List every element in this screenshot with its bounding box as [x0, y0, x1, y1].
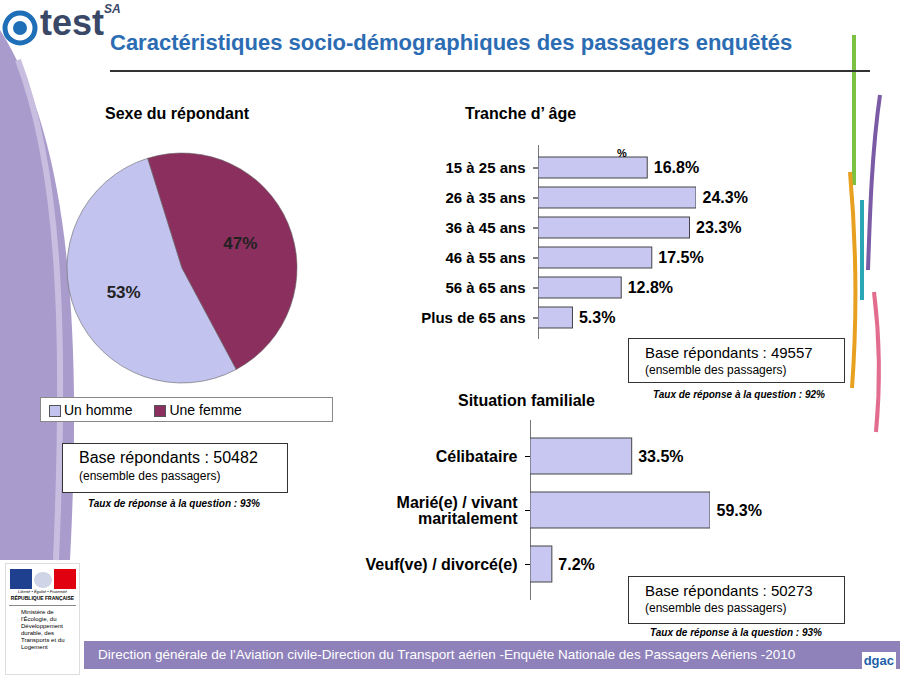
svg-text:12.8%: 12.8%	[628, 279, 673, 296]
svg-text:56 à 65 ans: 56 à 65 ans	[445, 279, 525, 296]
svg-text:59.3%: 59.3%	[717, 502, 762, 519]
svg-text:17.5%: 17.5%	[658, 249, 703, 266]
html-text:Liberté • Égalité • Fraternité: Liberté • Égalité • Fraternité	[18, 589, 67, 594]
svg-text:16.8%: 16.8%	[654, 159, 699, 176]
svg-text:26 à 35 ans: 26 à 35 ans	[445, 189, 525, 206]
svg-text:47%: 47%	[223, 234, 257, 253]
svg-text:36 à 45 ans: 36 à 45 ans	[445, 219, 525, 236]
html-text:Direction générale de l'Aviati: Direction générale de l'Aviation civile-…	[98, 647, 796, 662]
html-text:Situation familiale: Situation familiale	[458, 392, 595, 409]
html-text:Taux de réponse à la question: Taux de réponse à la question : 93%	[88, 498, 260, 509]
html-text:(ensemble des passagers): (ensemble des passagers)	[645, 363, 787, 377]
html-text:Sexe du répondant: Sexe du répondant	[105, 105, 249, 122]
html-text:RÉPUBLIQUE FRANÇAISE: RÉPUBLIQUE FRANÇAISE	[10, 595, 75, 601]
svg-text:46 à 55 ans: 46 à 55 ans	[445, 249, 525, 266]
svg-text:33.5%: 33.5%	[638, 448, 683, 465]
html-text:Un homme: Un homme	[64, 401, 133, 418]
html-text:(ensemble des passagers): (ensemble des passagers)	[645, 601, 787, 615]
svg-text:Marié(e) / vivantmaritalement: Marié(e) / vivantmaritalement	[397, 494, 519, 527]
svg-text:53%: 53%	[107, 283, 141, 302]
html-text:Base répondants : 50482: Base répondants : 50482	[79, 449, 258, 466]
svg-text:24.3%: 24.3%	[703, 189, 748, 206]
html-text:dgac: dgac	[863, 653, 894, 668]
html-text:Caractéristiques socio-démogra: Caractéristiques socio-démographiques de…	[110, 30, 793, 55]
html-text:Taux de réponse à la question: Taux de réponse à la question : 92%	[653, 389, 825, 400]
html-text:Tranche d’ âge: Tranche d’ âge	[465, 105, 577, 122]
html-text:(ensemble des passagers): (ensemble des passagers)	[79, 469, 221, 483]
html-text:Base répondants : 50273: Base répondants : 50273	[645, 582, 813, 599]
html-text:test: test	[40, 2, 104, 43]
svg-text:5.3%: 5.3%	[579, 309, 615, 326]
svg-text:Plus de 65 ans: Plus de 65 ans	[421, 309, 525, 326]
svg-text:Veuf(ve) / divorcé(e): Veuf(ve) / divorcé(e)	[365, 556, 517, 573]
html-text:Base répondants : 49557: Base répondants : 49557	[645, 344, 813, 361]
html-text:SA: SA	[104, 2, 121, 16]
html-text:Taux de réponse à la question: Taux de réponse à la question : 93%	[650, 627, 822, 638]
html-text:Ministère de l'Écologie, du Dé: Ministère de l'Écologie, du Développemen…	[21, 609, 65, 650]
html-text:Une femme: Une femme	[169, 401, 242, 418]
svg-text:15 à 25 ans: 15 à 25 ans	[445, 159, 525, 176]
svg-text:23.3%: 23.3%	[696, 219, 741, 236]
svg-text:7.2%: 7.2%	[558, 556, 594, 573]
svg-text:Célibataire: Célibataire	[436, 448, 518, 465]
